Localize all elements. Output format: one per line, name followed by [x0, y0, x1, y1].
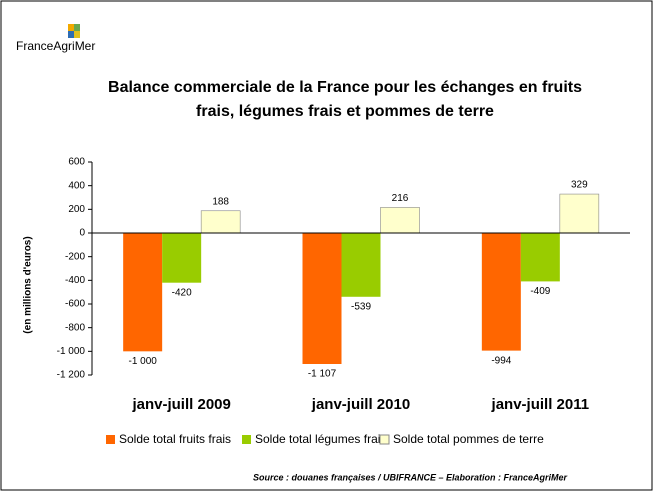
y-tick-label: 200 — [68, 204, 85, 215]
legend-swatch — [242, 435, 251, 444]
value-label: 188 — [212, 196, 229, 207]
y-axis-label: (en millions d'euros) — [23, 236, 34, 333]
legend-label: Solde total pommes de terre — [393, 432, 544, 446]
y-tick-label: 400 — [68, 180, 85, 191]
y-tick-label: 600 — [68, 157, 85, 168]
legend-label: Solde total légumes frais — [255, 432, 386, 446]
chart-title: Balance commerciale de la France pour le… — [108, 79, 582, 120]
y-tick-label: -1 000 — [57, 346, 86, 357]
bar — [380, 207, 420, 234]
x-tick-label: janv-juill 2011 — [491, 396, 590, 413]
logo-icon — [68, 24, 80, 38]
value-label: 216 — [392, 193, 409, 204]
value-label: -994 — [491, 355, 511, 366]
x-tick-label: janv-juill 2010 — [311, 396, 410, 413]
bar — [341, 233, 381, 297]
y-tick-label: -800 — [65, 322, 85, 333]
legend-label: Solde total fruits frais — [119, 432, 231, 446]
y-tick-label: 0 — [79, 228, 85, 239]
value-label: -1 000 — [128, 356, 157, 367]
value-label: 329 — [571, 180, 588, 191]
value-label: -420 — [172, 287, 192, 298]
y-tick-label: -1 200 — [57, 370, 86, 381]
value-label: -539 — [351, 301, 371, 312]
bar — [559, 193, 600, 234]
bar — [520, 233, 560, 282]
bar — [302, 233, 342, 364]
legend-swatch — [379, 434, 390, 445]
bar — [162, 233, 202, 283]
x-tick-label: janv-juill 2009 — [131, 396, 230, 413]
legend-swatch — [106, 435, 115, 444]
y-tick-label: -600 — [65, 299, 85, 310]
bar — [123, 233, 163, 352]
y-tick-label: -200 — [65, 251, 85, 262]
source: Source : douanes françaises / UBIFRANCE … — [253, 472, 568, 482]
bar — [200, 210, 241, 234]
logo-text: FranceAgriMer — [16, 39, 95, 53]
bar — [481, 233, 521, 351]
value-label: -409 — [530, 286, 550, 297]
value-label: -1 107 — [308, 369, 337, 380]
y-tick-label: -400 — [65, 275, 85, 286]
